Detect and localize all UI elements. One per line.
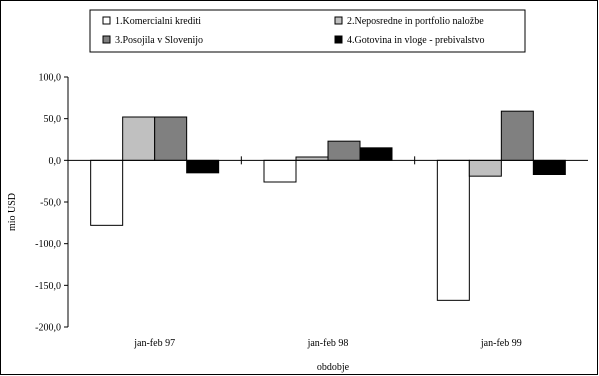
legend-label: 1.Komercialni krediti	[115, 16, 201, 27]
legend-box	[89, 9, 526, 53]
y-tick-label: -100,0	[35, 239, 61, 250]
legend-swatch	[102, 35, 111, 44]
x-axis-title: obdobje	[317, 362, 350, 373]
x-tick-label: jan-feb 98	[307, 338, 349, 349]
legend: 1.Komercialni krediti 2.Neposredne in por…	[102, 16, 484, 46]
y-tick-label: 50,0	[44, 114, 62, 125]
bar	[532, 159, 566, 175]
bars	[90, 110, 566, 301]
x-tick-label: jan-feb 97	[133, 338, 175, 349]
bar	[327, 140, 361, 161]
bar	[500, 110, 534, 161]
bar	[468, 159, 502, 177]
legend-swatch	[102, 16, 111, 25]
legend-label: 2.Neposredne in portfolio naložbe	[347, 16, 484, 27]
bar	[436, 159, 470, 301]
x-tick-label: jan-feb 99	[480, 338, 522, 349]
y-tick-label: -150,0	[35, 281, 61, 292]
bar	[359, 147, 393, 161]
axes: 100,0 50,0 0,0 -50,0 -100,0 -150,0 -200,0 jan-f…	[35, 73, 588, 349]
y-tick-label: -50,0	[40, 198, 61, 209]
legend-swatch	[334, 35, 343, 44]
legend-swatch	[334, 16, 343, 25]
y-tick-label: -200,0	[35, 323, 61, 334]
y-tick-label: 100,0	[39, 73, 62, 84]
legend-label: 4.Gotovina in vloge - prebivalstvo	[347, 35, 484, 46]
bar	[263, 159, 297, 183]
y-tick-label: 0,0	[49, 156, 62, 167]
y-axis-title: mio USD	[7, 193, 18, 231]
bar	[90, 159, 124, 226]
bar	[186, 159, 220, 174]
legend-label: 3.Posojila v Slovenijo	[115, 35, 203, 46]
bar	[154, 116, 188, 161]
bar	[122, 116, 156, 161]
